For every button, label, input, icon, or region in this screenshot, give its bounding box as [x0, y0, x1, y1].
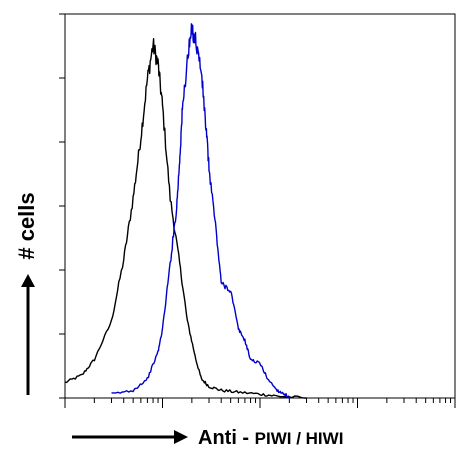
series-layer — [64, 23, 307, 399]
chart-axes — [59, 13, 456, 408]
series-line-2 — [111, 23, 290, 399]
x-axis-arrow-head-icon — [174, 430, 188, 444]
x-axis-label-suffix: PIWI / HIWI — [255, 429, 344, 448]
x-axis-label-prefix: Anti - — [198, 427, 255, 449]
y-axis-label: # cells — [14, 192, 39, 259]
series-line-1 — [64, 38, 307, 399]
x-axis-label: Anti - PIWI / HIWI — [198, 427, 343, 449]
y-axis-arrow-head-icon — [21, 274, 35, 287]
x-axis-label-group: Anti - PIWI / HIWI — [72, 427, 343, 449]
plot-frame — [64, 13, 456, 399]
y-axis-label-group: # cells — [14, 192, 39, 395]
